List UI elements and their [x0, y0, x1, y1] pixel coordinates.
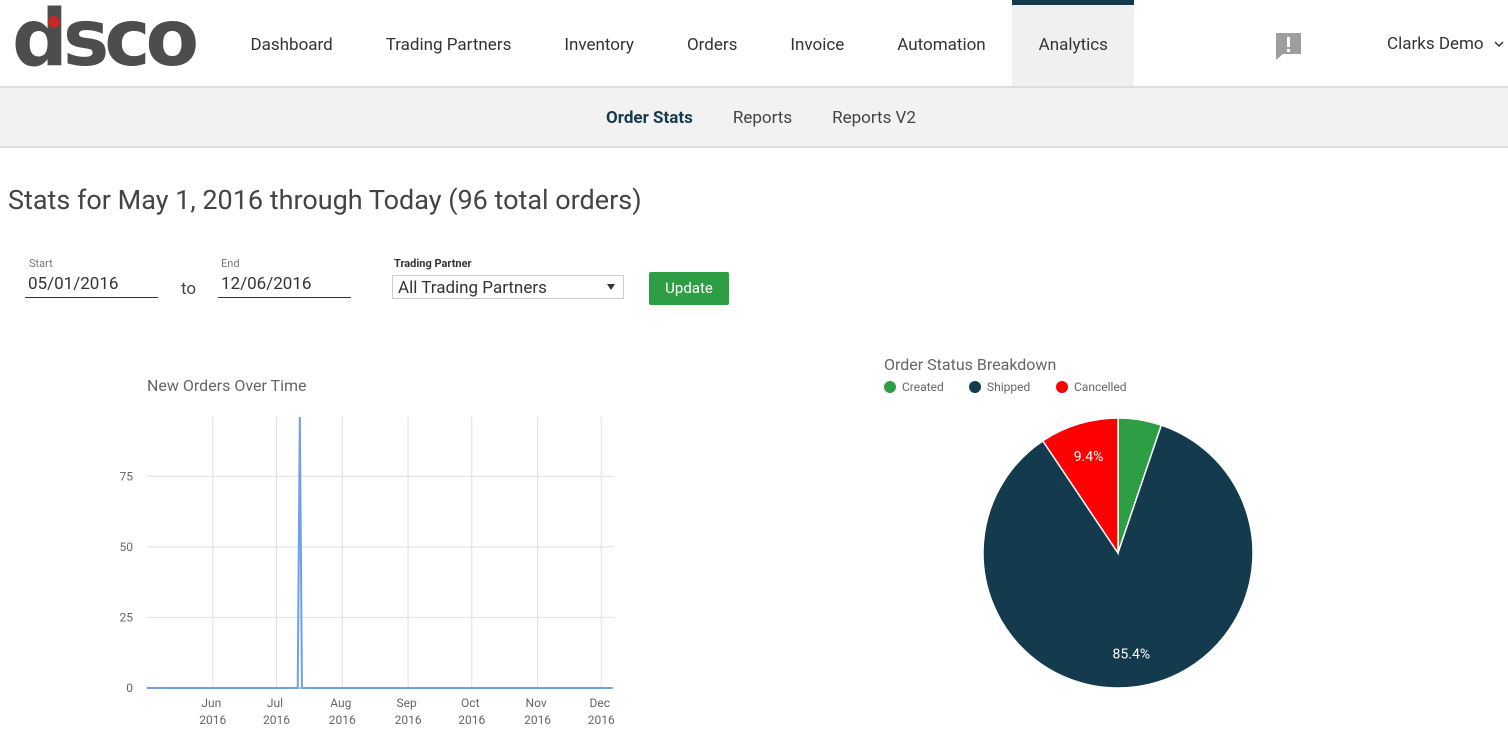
x-tick-label: Oct 2016 — [458, 696, 485, 727]
subnav-item[interactable]: Reports — [732, 108, 793, 128]
x-tick-label: Jul 2016 — [263, 696, 290, 727]
user-menu[interactable]: Clarks Demo — [1387, 34, 1484, 54]
subnav: Order Stats Reports Reports V2 — [0, 88, 1508, 148]
y-tick-label: 50 — [120, 540, 134, 554]
start-input[interactable]: 05/01/2016 — [25, 274, 158, 298]
update-button[interactable]: Update — [649, 272, 729, 305]
subnav-item[interactable]: Reports V2 — [832, 108, 916, 128]
x-tick-label: Dec 2016 — [588, 696, 615, 727]
select-caret — [607, 284, 615, 290]
legend-swatch — [884, 381, 896, 393]
nav-item[interactable]: Invoice — [790, 35, 845, 55]
legend-label: Created — [902, 380, 944, 394]
page-heading: Stats for May 1, 2016 through Today (96 … — [8, 184, 642, 216]
pie-slice — [982, 424, 1254, 689]
chart-title: Order Status Breakdown — [884, 355, 1056, 374]
to-label: to — [181, 279, 197, 299]
chart-title: New Orders Over Time — [147, 376, 307, 395]
header: dsco Dashboard Trading Partners Inventory O… — [0, 0, 1508, 88]
logo[interactable]: dsco — [12, 0, 199, 84]
start-label: Start — [29, 257, 53, 270]
x-tick-label: Jun 2016 — [199, 696, 226, 727]
nav-item[interactable]: Analytics — [1012, 0, 1135, 86]
partner-select[interactable]: All Trading Partners — [392, 275, 624, 299]
feedback-icon[interactable] — [1274, 32, 1304, 62]
y-tick-label: 75 — [120, 469, 134, 483]
legend-swatch — [1056, 381, 1068, 393]
pie-slice — [1041, 417, 1119, 556]
x-tick-label: Nov 2016 — [524, 696, 551, 727]
nav-item[interactable]: Dashboard — [250, 35, 333, 55]
end-label: End — [221, 257, 240, 270]
nav: Dashboard Trading Partners Inventory Orders… — [224, 0, 1135, 86]
legend-swatch — [969, 381, 981, 393]
nav-item[interactable]: Orders — [686, 35, 738, 55]
legend-label: Cancelled — [1074, 380, 1127, 394]
partner-label: Trading Partner — [394, 257, 472, 270]
y-tick-label: 0 — [126, 681, 133, 695]
nav-item[interactable]: Inventory — [564, 35, 634, 55]
subnav-item[interactable]: Order Stats — [606, 108, 693, 128]
dropdown-caret — [1494, 41, 1504, 48]
slice-label: 9.4% — [1074, 449, 1104, 465]
logo-dot — [48, 16, 60, 28]
nav-item[interactable]: Automation — [897, 35, 986, 55]
nav-item[interactable]: Trading Partners — [385, 35, 512, 55]
end-input[interactable]: 12/06/2016 — [218, 274, 351, 298]
y-tick-label: 25 — [120, 610, 134, 624]
legend-label: Shipped — [987, 380, 1030, 394]
x-tick-label: Aug 2016 — [329, 696, 356, 727]
x-tick-label: Sep 2016 — [395, 696, 422, 727]
line — [147, 416, 612, 689]
slice-label: 85.4% — [1113, 646, 1151, 662]
